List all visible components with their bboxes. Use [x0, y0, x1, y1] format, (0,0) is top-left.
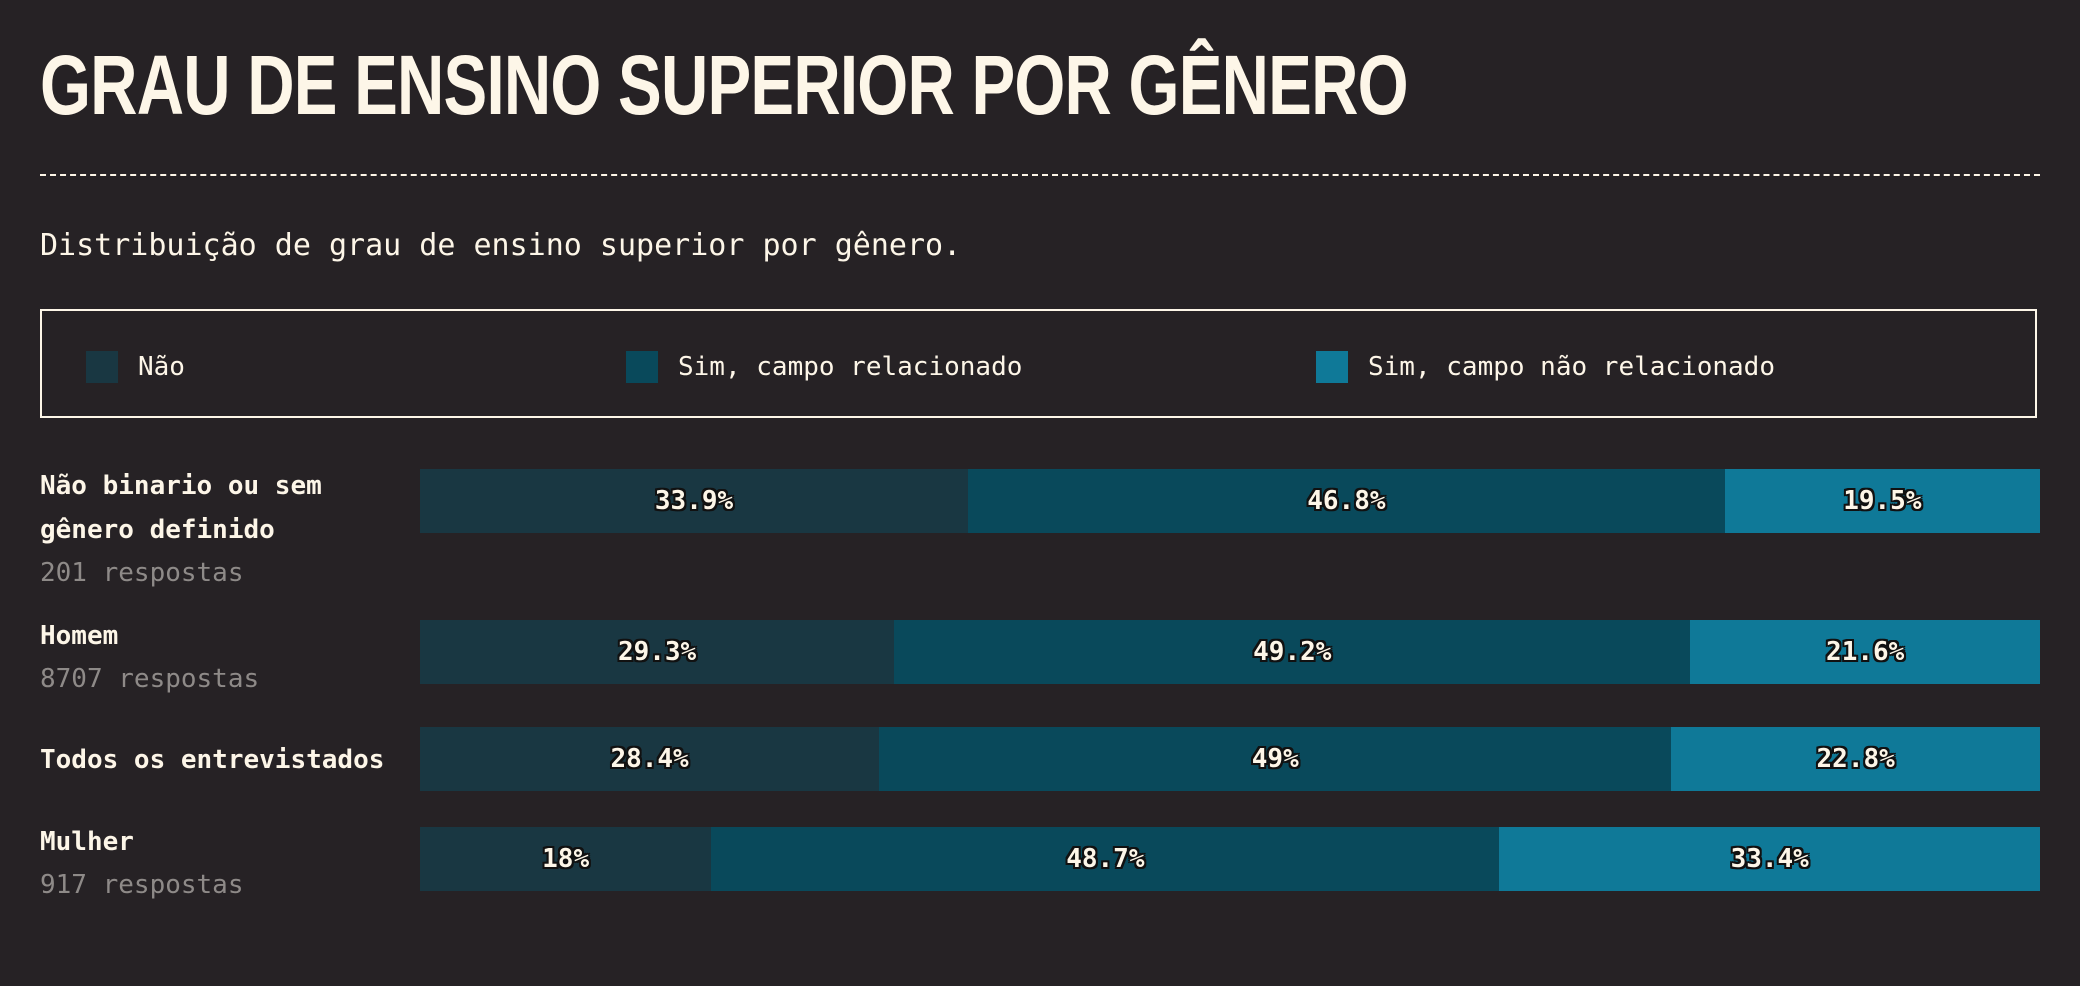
data-label: 21.6% — [1826, 637, 1905, 667]
bar-segment: 18% — [420, 827, 712, 891]
row-label: Todos os entrevistados — [40, 738, 400, 782]
stacked-bar: 18% 48.7% 33.4% — [420, 827, 2040, 891]
legend-item-nao: Não — [86, 351, 185, 383]
category-name: Não binario ou sem gênero definido — [40, 471, 322, 545]
data-label: 33.9% — [654, 486, 734, 516]
bar-segment: 19.5% — [1724, 469, 2040, 533]
legend-item-sim-relacionado: Sim, campo relacionado — [626, 351, 1022, 383]
bar-segment: 33.4% — [1499, 827, 2040, 891]
legend: Não Sim, campo relacionado Sim, campo nã… — [40, 309, 2037, 418]
row-label: Homem 8707 respostas — [40, 614, 400, 700]
legend-item-sim-nao-relacionado: Sim, campo não relacionado — [1316, 351, 1775, 383]
bar-segment: 46.8% — [968, 469, 1725, 533]
data-label: 33.4% — [1730, 844, 1809, 874]
bar-segment: 49.2% — [894, 620, 1691, 684]
data-label: 48.7% — [1066, 844, 1145, 874]
response-count: 201 respostas — [40, 558, 244, 588]
legend-label-sim-nao-relacionado: Sim, campo não relacionado — [1368, 352, 1775, 382]
data-label: 28.4% — [610, 744, 689, 774]
data-label: 29.3% — [617, 637, 697, 667]
bar-segment: 33.9% — [420, 469, 969, 533]
data-label: 49.2% — [1253, 637, 1332, 667]
data-label: 46.8% — [1307, 486, 1386, 516]
data-label: 18% — [542, 844, 590, 874]
legend-label-nao: Não — [138, 352, 185, 382]
category-name: Todos os entrevistados — [40, 745, 385, 775]
legend-swatch-sim-relacionado — [626, 351, 658, 383]
title-divider — [40, 174, 2040, 176]
legend-swatch-nao — [86, 351, 118, 383]
stacked-bar: 33.9% 46.8% 19.5% — [420, 469, 2040, 533]
data-label: 49% — [1251, 744, 1299, 774]
row-label: Mulher 917 respostas — [40, 820, 400, 906]
bar-segment: 48.7% — [711, 827, 1500, 891]
legend-label-sim-relacionado: Sim, campo relacionado — [678, 352, 1023, 382]
data-label: 22.8% — [1816, 744, 1895, 774]
legend-swatch-sim-nao-relacionado — [1316, 351, 1348, 383]
bar-segment: 28.4% — [420, 727, 880, 791]
bar-segment: 21.6% — [1690, 620, 2040, 684]
bar-segment: 29.3% — [420, 620, 895, 684]
stacked-bar: 28.4% 49% 22.8% — [420, 727, 2040, 791]
response-count: 8707 respostas — [40, 664, 260, 694]
response-count: 917 respostas — [40, 870, 244, 900]
chart-title: GRAU DE ENSINO SUPERIOR POR GÊNERO — [40, 38, 1409, 132]
bar-segment: 22.8% — [1671, 727, 2040, 791]
chart-subtitle: Distribuição de grau de ensino superior … — [40, 228, 962, 263]
category-name: Homem — [40, 621, 119, 651]
stacked-bar: 29.3% 49.2% 21.6% — [420, 620, 2040, 684]
category-name: Mulher — [40, 827, 134, 857]
bar-segment: 49% — [879, 727, 1672, 791]
data-label: 19.5% — [1843, 486, 1922, 516]
row-label: Não binario ou sem gênero definido 201 re… — [40, 464, 400, 594]
